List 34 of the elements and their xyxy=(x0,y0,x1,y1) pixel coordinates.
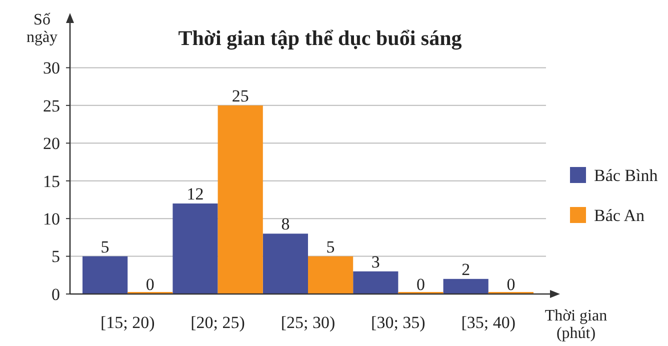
y-axis-title: Số ngày xyxy=(26,11,58,46)
bar xyxy=(82,256,128,294)
data-label: 0 xyxy=(146,275,154,294)
bar xyxy=(172,203,218,294)
y-tick-label: 10 xyxy=(43,210,60,229)
bar xyxy=(443,278,488,294)
x-axis-title: Thời gian (phút) xyxy=(544,307,608,342)
x-tick-label: [30; 35) xyxy=(371,313,426,332)
chart-title: Thời gian tập thể dục buổi sáng xyxy=(178,26,462,50)
data-label: 3 xyxy=(371,252,380,272)
data-label: 5 xyxy=(100,237,110,256)
data-label: 0 xyxy=(416,275,425,294)
x-tick-label: [25; 30) xyxy=(280,313,336,332)
y-tick-label: 25 xyxy=(43,96,60,116)
data-label: 5 xyxy=(326,237,335,256)
x-tick-label: [15; 20) xyxy=(100,313,155,332)
x-tick-label: [20; 25) xyxy=(190,313,245,332)
y-tick-label: 5 xyxy=(52,247,60,266)
data-label: 25 xyxy=(232,86,249,106)
data-label: 12 xyxy=(186,184,204,204)
x-tick-label: [35; 40) xyxy=(461,313,516,332)
bar xyxy=(353,271,398,294)
data-label: 0 xyxy=(506,275,516,294)
bar xyxy=(308,256,354,294)
data-label: 8 xyxy=(281,214,290,234)
data-label: 2 xyxy=(462,260,470,279)
y-tick-label: 30 xyxy=(43,58,60,78)
bar xyxy=(262,234,308,294)
y-tick-label: 0 xyxy=(52,284,60,304)
y-tick-label: 20 xyxy=(43,134,60,154)
legend-label: Bác An xyxy=(594,206,646,225)
y-tick-label: 15 xyxy=(43,172,60,191)
bar xyxy=(218,105,263,294)
legend-label: Bác Bình xyxy=(594,166,658,185)
